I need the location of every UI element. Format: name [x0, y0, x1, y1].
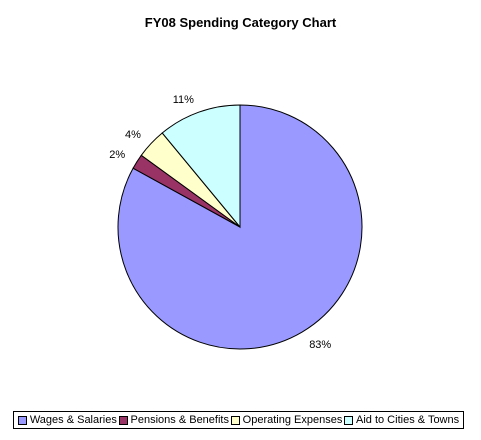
legend-label: Pensions & Benefits — [130, 414, 229, 426]
legend-label: Aid to Cities & Towns — [356, 414, 460, 426]
pie-chart: 83% 2%4% 11% — [109, 94, 363, 351]
legend-item-operating-expenses: Operating Expenses — [230, 414, 343, 426]
legend-swatch — [230, 415, 240, 425]
legend-label: Wages & Salaries — [29, 414, 117, 426]
legend-item-wages-salaries: Wages & Salaries — [17, 414, 117, 426]
data-label-pensions-benefits: 2% — [109, 149, 125, 161]
legend-swatch — [118, 415, 128, 425]
chart-legend: Wages & Salaries Pensions & Benefits Opera… — [13, 411, 464, 429]
data-label-operating-expenses: 4% — [125, 129, 141, 141]
chart-title: FY08 Spending Category Chart — [144, 15, 337, 30]
legend-item-aid-to-cities-towns: Aid to Cities & Towns — [344, 414, 459, 426]
data-label-aid-to-cities-towns: 11% — [173, 94, 194, 106]
data-label-wages-salaries: 83% — [309, 339, 331, 351]
legend-swatch — [344, 415, 353, 425]
legend-item-pensions-benefits: Pensions & Benefits — [118, 414, 229, 426]
legend-swatch — [17, 415, 27, 425]
pie-slice-aid-to-cities-towns — [161, 104, 241, 229]
legend-label: Operating Expenses — [242, 414, 343, 426]
